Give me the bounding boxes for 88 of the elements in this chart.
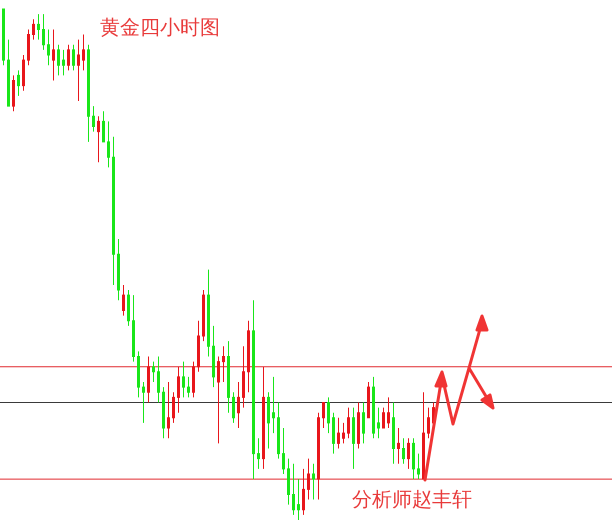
- candlestick: [362, 402, 365, 444]
- candlestick: [207, 269, 210, 357]
- candlestick: [42, 14, 45, 50]
- candlestick: [222, 346, 225, 383]
- candlestick: [412, 438, 415, 480]
- candlestick: [242, 346, 245, 408]
- candlestick: [122, 284, 125, 316]
- candlestick: [372, 376, 375, 439]
- candlestick: [102, 110, 105, 142]
- candlestick: [112, 136, 115, 286]
- candlestick: [32, 18, 35, 40]
- candlestick: [417, 453, 420, 480]
- candlestick: [172, 392, 175, 424]
- candlestick: [427, 407, 430, 439]
- candlestick: [252, 300, 255, 480]
- candlestick: [147, 356, 150, 403]
- annotation: 分析师赵丰轩: [352, 486, 472, 513]
- candlestick: [202, 290, 205, 342]
- candlestick: [62, 49, 65, 76]
- candlestick: [382, 407, 385, 429]
- candlestick: [227, 340, 230, 414]
- candlestick: [312, 463, 315, 500]
- candlestick: [327, 396, 330, 434]
- candlestick: [197, 320, 200, 372]
- candlestick: [347, 407, 350, 439]
- candlestick: [72, 44, 75, 71]
- candlestick: [307, 458, 310, 500]
- candlestick: [57, 44, 60, 76]
- candlestick: [282, 428, 285, 475]
- candlestick: [22, 54, 25, 92]
- candlestick: [177, 366, 180, 414]
- candlestick: [357, 402, 360, 449]
- candlestick: [422, 392, 425, 480]
- candlestick: [142, 382, 145, 424]
- candlestick: [52, 28, 55, 82]
- candlestick: [162, 386, 165, 439]
- candlestick: [352, 407, 355, 470]
- candlestick: [167, 382, 170, 439]
- candlestick: [237, 382, 240, 429]
- candlestick: [87, 44, 90, 142]
- candlestick: [342, 422, 345, 444]
- candlestick: [387, 396, 390, 429]
- candlestick: [137, 350, 140, 398]
- candlestick: [302, 468, 305, 516]
- candlestick: [297, 478, 300, 520]
- candlestick: [97, 116, 100, 163]
- candlestick: [267, 392, 270, 449]
- candlestick: [397, 428, 400, 464]
- candlestick: [82, 34, 85, 71]
- candlestick: [212, 325, 215, 388]
- candlestick: [217, 356, 220, 444]
- candlestick: [92, 106, 95, 132]
- candlestick: [182, 361, 185, 398]
- chart-title: 黄金四小时图: [100, 15, 220, 39]
- candlestick: [12, 74, 15, 112]
- candlestick: [117, 238, 120, 301]
- candlestick: [287, 458, 290, 506]
- candlestick: [272, 376, 275, 434]
- candlestick: [402, 438, 405, 464]
- candlestick: [127, 290, 130, 326]
- candlestick: [157, 356, 160, 403]
- candlestick: [247, 320, 250, 393]
- candlestick: [132, 294, 135, 362]
- candlestick: [337, 417, 340, 449]
- candlestick: [332, 412, 335, 454]
- candlestick: [2, 8, 5, 66]
- candlestick: [392, 402, 395, 464]
- candlestick: [37, 14, 40, 40]
- candlestick: [367, 382, 370, 418]
- candlestick: [192, 361, 195, 398]
- candlestick: [377, 407, 380, 439]
- candlestick: [262, 366, 265, 470]
- candlestick: [67, 44, 70, 71]
- candlestick: [7, 39, 10, 107]
- candlestick: [292, 463, 295, 516]
- candlestick: [407, 438, 410, 470]
- candlestick: [232, 392, 235, 424]
- candlestick: [27, 28, 30, 66]
- candlestick: [277, 402, 280, 460]
- candlestick: [152, 361, 155, 383]
- candlestick: [107, 120, 110, 168]
- candlestick: [77, 39, 80, 102]
- candlestick: [317, 412, 320, 500]
- candlestick: [322, 402, 325, 429]
- candlestick: [47, 28, 50, 66]
- candlestick: [17, 70, 20, 96]
- candlestick: [257, 438, 260, 470]
- candlestick: [187, 376, 190, 398]
